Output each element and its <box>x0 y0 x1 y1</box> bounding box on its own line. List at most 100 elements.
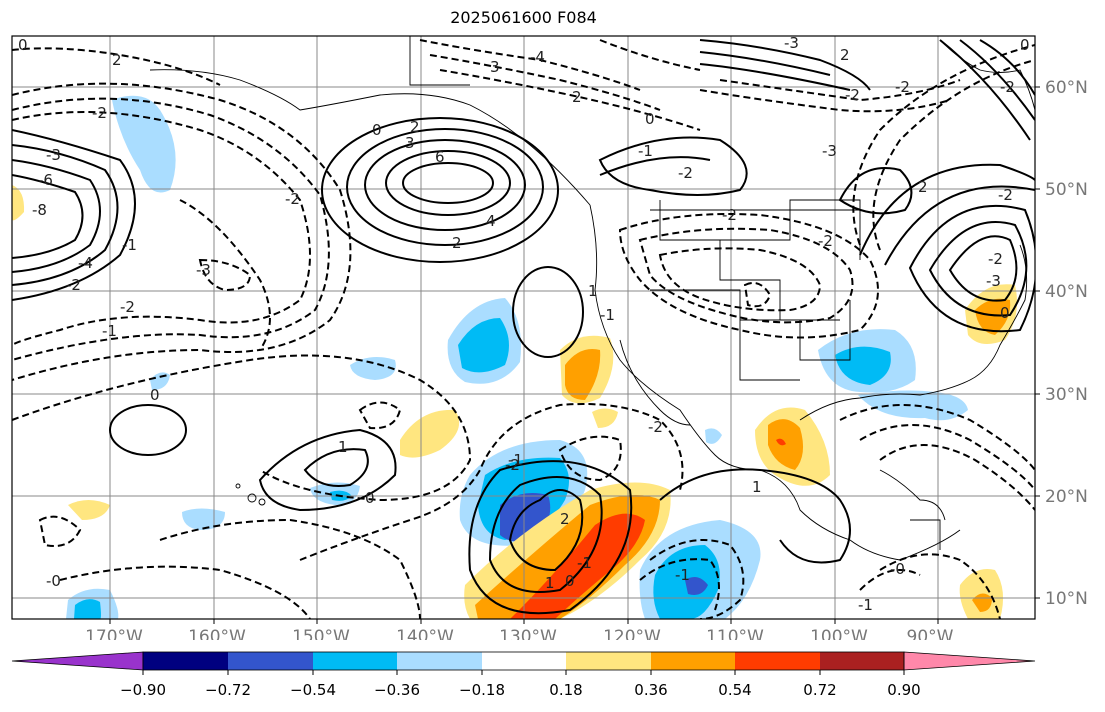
colorbar-tick-label: 0.54 <box>718 681 751 699</box>
colorbar-bin <box>397 652 482 670</box>
shade-light-blue <box>705 428 722 444</box>
colorbar-extend-min <box>11 651 144 671</box>
contour-label: -1 <box>508 451 523 469</box>
contour-label: -1 <box>638 142 653 160</box>
contour-label: -1 <box>675 566 690 584</box>
shade-light-blue <box>350 356 396 380</box>
contour-label: -3 <box>822 142 837 160</box>
contour-label: 1 <box>752 478 762 496</box>
contour-label: 2 <box>918 178 928 196</box>
lon-label: 90°W <box>907 627 954 640</box>
colorbar-bin <box>566 652 651 670</box>
contour-label: 0 <box>150 386 160 404</box>
shade-yellow <box>68 500 110 520</box>
contour-label: -3 <box>784 34 799 52</box>
colorbar: −0.90 −0.72 −0.54 −0.36 −0.18 0.18 0.36 … <box>11 651 1036 699</box>
lon-label: 170°W <box>85 627 143 640</box>
colorbar-bin <box>228 652 313 670</box>
contour-label: -2 <box>845 86 860 104</box>
dashed-contours <box>12 39 1035 619</box>
contour-label: 2 <box>410 118 420 136</box>
colorbar-tick-label: 0.18 <box>549 681 582 699</box>
contour-label: -0 <box>890 560 905 578</box>
contour-label: 2 <box>452 234 462 252</box>
contour-label: 1 <box>338 438 348 456</box>
contour-label: 3 <box>405 134 415 152</box>
shade-red <box>776 438 786 446</box>
shade-light-blue <box>858 390 968 421</box>
contour-label: -6 <box>38 171 53 189</box>
contour-label: -2 <box>722 206 737 224</box>
shade-yellow <box>592 408 618 428</box>
shade-blue <box>74 599 101 619</box>
colorbar-bin <box>482 652 566 670</box>
colorbar-tick-label: 0.36 <box>634 681 667 699</box>
shade-yellow <box>12 185 25 221</box>
shade-orange <box>975 298 1011 335</box>
contour-label-layer: 0 2 3 2 0 2 -6 -8 -4 -2 -2 -3 -3 -4 -3 -… <box>18 34 1030 614</box>
contour-label: -8 <box>32 201 47 219</box>
contour-label: -2 <box>678 164 693 182</box>
contour-label: -1 <box>858 596 873 614</box>
contour-label: -2 <box>1000 78 1015 96</box>
lat-label: 60°N <box>1045 78 1088 98</box>
lat-label: 10°N <box>1045 589 1088 609</box>
shade-blue <box>835 346 891 385</box>
contour-label: 1 <box>545 574 555 592</box>
contour-label: 0 <box>18 36 28 54</box>
contour-label: -4 <box>530 48 545 66</box>
map-title: 2025061600 F084 <box>450 8 597 27</box>
lon-label: 150°W <box>292 627 350 640</box>
colorbar-tick-label: −0.72 <box>205 681 251 699</box>
contour-label: -1 <box>600 306 615 324</box>
contour-label: 0 <box>365 489 375 507</box>
contour-label: -2 <box>648 418 663 436</box>
contour-label: 2 <box>840 46 850 64</box>
coastlines <box>149 36 1035 561</box>
colorbar-tick-label: −0.90 <box>120 681 166 699</box>
solid-contours <box>12 39 1035 615</box>
colorbar-bin <box>735 652 820 670</box>
contour-label: -2 <box>285 190 300 208</box>
contour-label: 2 <box>112 51 122 69</box>
colorbar-tick-label: 0.90 <box>887 681 920 699</box>
colorbar-tick-label: −0.18 <box>459 681 505 699</box>
shade-light-blue <box>150 372 170 390</box>
contour-label: 2 <box>572 88 582 106</box>
lat-label: 30°N <box>1045 385 1088 405</box>
contour-label: -2 <box>120 298 135 316</box>
lon-label: 130°W <box>499 627 557 640</box>
contour-label: -2 <box>818 232 833 250</box>
contour-label: 1 <box>588 282 598 300</box>
contour-label: 6 <box>435 148 445 166</box>
lat-label: 50°N <box>1045 180 1088 200</box>
contour-label: -1 <box>102 322 117 340</box>
lon-label: 110°W <box>706 627 764 640</box>
contour-label: -3 <box>986 272 1001 290</box>
lon-label: 140°W <box>396 627 454 640</box>
lat-label: 20°N <box>1045 487 1088 507</box>
contour-label: -2 <box>895 78 910 96</box>
colorbar-bin <box>143 652 228 670</box>
colorbar-bin <box>820 652 904 670</box>
colorbar-extend-max <box>903 651 1036 671</box>
contour-label: 0 <box>1020 36 1030 54</box>
contour-label: 2 <box>560 510 570 528</box>
shade-yellow <box>400 409 460 458</box>
lon-label: 120°W <box>603 627 661 640</box>
contour-label: 4 <box>486 212 496 230</box>
lat-axis: 60°N 50°N 40°N 30°N 20°N 10°N <box>1035 78 1088 609</box>
lon-axis: 170°W 160°W 150°W 140°W 130°W 120°W 110°… <box>85 619 954 640</box>
contour-label: -2 <box>66 276 81 294</box>
contour-label: 0 <box>372 121 382 139</box>
colorbar-bin <box>313 652 397 670</box>
shade-blue <box>458 318 509 373</box>
contour-label: -4 <box>78 254 93 272</box>
graticule <box>12 36 1035 619</box>
colorbar-tick-label: −0.54 <box>290 681 336 699</box>
colorbar-bin <box>651 652 735 670</box>
colorbar-tick-label: 0.72 <box>803 681 836 699</box>
shade-orange <box>565 349 601 400</box>
contour-label: 0 <box>645 110 655 128</box>
lon-label: 160°W <box>188 627 246 640</box>
